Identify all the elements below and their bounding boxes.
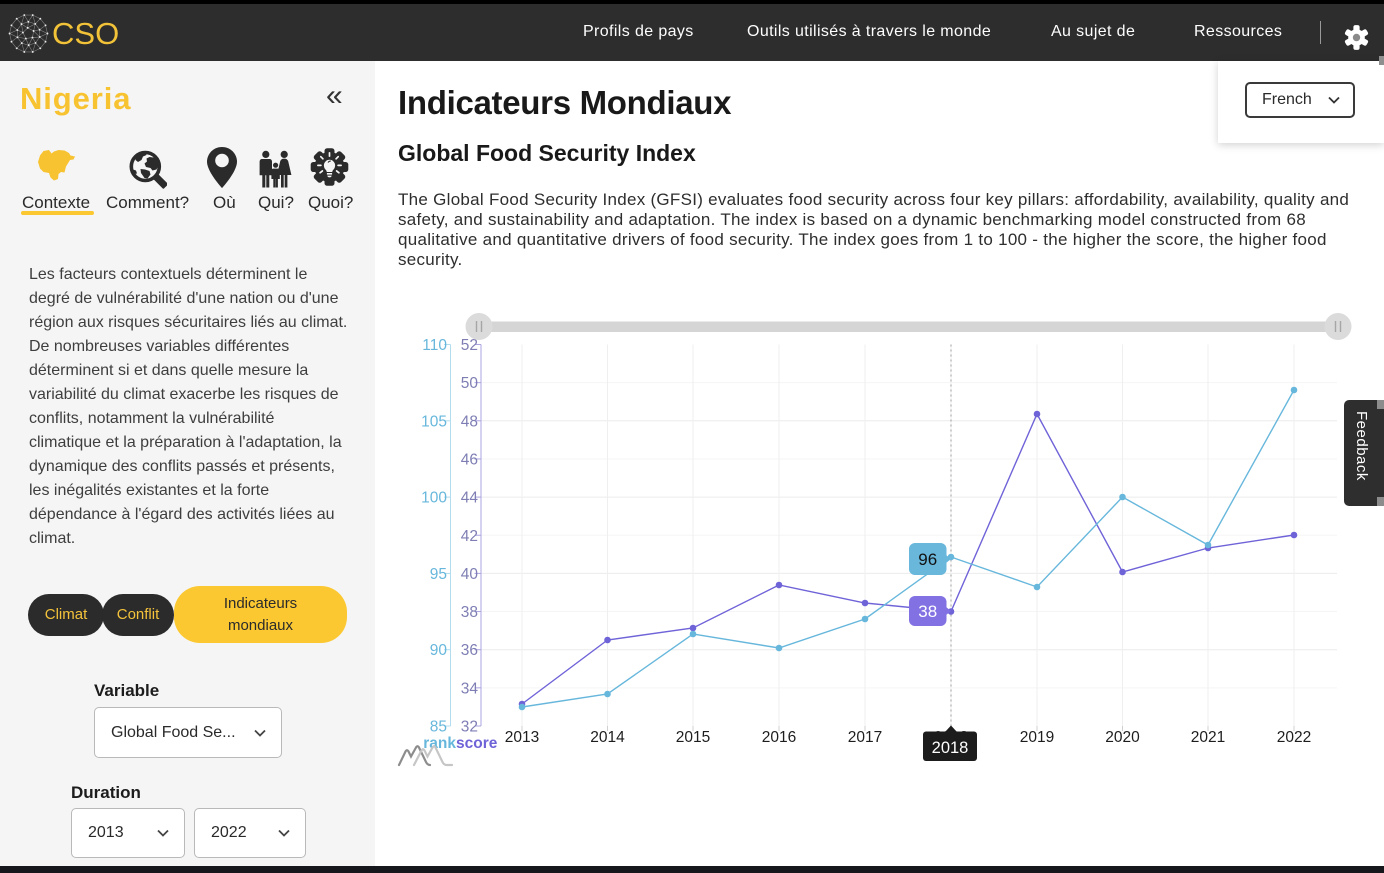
- svg-text:2018: 2018: [932, 739, 969, 757]
- svg-text:96: 96: [918, 550, 937, 569]
- svg-text:2015: 2015: [676, 729, 710, 746]
- svg-text:2021: 2021: [1191, 729, 1225, 746]
- svg-text:44: 44: [461, 490, 479, 507]
- svg-text:105: 105: [421, 413, 447, 430]
- svg-text:2019: 2019: [1020, 729, 1054, 746]
- svg-text:48: 48: [461, 413, 478, 430]
- svg-text:score: score: [456, 735, 498, 752]
- svg-text:50: 50: [461, 375, 479, 392]
- svg-text:38: 38: [461, 604, 478, 621]
- svg-text:2016: 2016: [762, 729, 796, 746]
- svg-text:34: 34: [461, 680, 479, 697]
- svg-text:38: 38: [918, 602, 937, 621]
- svg-text:2013: 2013: [505, 729, 539, 746]
- svg-text:2014: 2014: [590, 729, 625, 746]
- svg-text:110: 110: [422, 337, 447, 354]
- svg-text:95: 95: [430, 566, 447, 583]
- svg-text:46: 46: [461, 451, 478, 468]
- svg-text:2020: 2020: [1105, 729, 1140, 746]
- svg-text:2017: 2017: [848, 729, 882, 746]
- svg-text:40: 40: [461, 566, 479, 583]
- svg-text:90: 90: [430, 642, 448, 659]
- svg-text:52: 52: [461, 337, 478, 354]
- svg-text:100: 100: [421, 490, 447, 507]
- svg-text:2022: 2022: [1277, 729, 1311, 746]
- svg-text:36: 36: [461, 642, 478, 659]
- svg-text:85: 85: [430, 719, 447, 736]
- svg-text:42: 42: [461, 528, 478, 545]
- svg-text:rank: rank: [423, 735, 456, 752]
- svg-text:32: 32: [461, 719, 478, 736]
